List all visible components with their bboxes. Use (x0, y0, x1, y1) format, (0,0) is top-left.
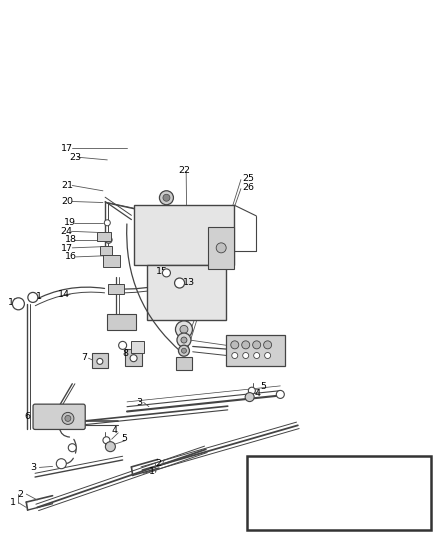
Circle shape (177, 333, 191, 347)
Circle shape (62, 413, 74, 424)
Text: 2: 2 (253, 519, 260, 528)
Bar (92, 353, 108, 368)
FancyBboxPatch shape (226, 335, 285, 366)
Text: 22: 22 (179, 166, 191, 175)
Text: 4: 4 (112, 426, 118, 435)
Circle shape (104, 220, 110, 226)
Text: 25: 25 (242, 174, 254, 183)
Text: 5: 5 (122, 434, 128, 442)
Circle shape (232, 352, 238, 359)
Circle shape (264, 341, 272, 349)
Bar (97, 232, 111, 241)
Text: 2: 2 (252, 519, 258, 528)
Text: 2: 2 (155, 459, 162, 467)
Text: 3: 3 (137, 398, 143, 407)
Circle shape (97, 358, 103, 365)
Bar (125, 349, 142, 366)
Circle shape (130, 354, 137, 362)
Text: 11: 11 (31, 293, 42, 301)
Bar (108, 284, 124, 294)
Circle shape (178, 345, 190, 356)
Text: 5: 5 (260, 382, 266, 391)
Bar (100, 246, 112, 255)
Circle shape (119, 341, 127, 350)
Text: 4: 4 (254, 389, 260, 398)
Text: 23: 23 (69, 153, 81, 161)
Text: 21: 21 (61, 181, 73, 190)
Text: 15: 15 (155, 268, 167, 276)
Circle shape (248, 387, 255, 394)
Text: 1: 1 (10, 498, 16, 507)
Text: 9: 9 (182, 335, 188, 343)
Circle shape (159, 191, 173, 205)
Circle shape (243, 352, 249, 359)
Circle shape (28, 293, 38, 302)
Bar (208, 227, 234, 269)
Circle shape (163, 194, 170, 201)
Text: 10: 10 (8, 298, 20, 307)
Text: 24: 24 (60, 227, 72, 236)
Circle shape (180, 325, 188, 334)
Text: 14: 14 (58, 290, 70, 298)
Circle shape (103, 437, 110, 444)
Circle shape (276, 390, 284, 399)
Circle shape (216, 243, 226, 253)
Text: 17: 17 (61, 244, 73, 253)
Text: 19: 19 (64, 219, 75, 227)
Text: 6: 6 (24, 413, 30, 421)
Circle shape (105, 236, 112, 244)
Circle shape (68, 443, 76, 452)
Circle shape (231, 341, 239, 349)
Text: 1: 1 (149, 467, 155, 476)
Text: 2: 2 (18, 490, 24, 498)
Bar (247, 456, 431, 530)
Text: 13: 13 (183, 278, 195, 287)
Circle shape (12, 298, 25, 310)
Text: 16: 16 (65, 253, 77, 261)
Circle shape (242, 341, 250, 349)
Text: 17: 17 (61, 144, 73, 152)
Bar (134, 205, 234, 265)
Circle shape (181, 348, 187, 353)
Bar (147, 265, 226, 320)
Bar (107, 314, 136, 330)
Circle shape (57, 459, 66, 469)
FancyBboxPatch shape (33, 404, 85, 430)
Text: 20: 20 (61, 197, 73, 206)
Circle shape (253, 341, 261, 349)
Bar (131, 341, 144, 353)
Circle shape (175, 278, 184, 288)
Text: 7: 7 (81, 353, 87, 361)
Circle shape (265, 352, 271, 359)
Text: 12: 12 (113, 284, 125, 293)
Circle shape (176, 321, 192, 338)
Bar (103, 255, 120, 266)
Text: 8: 8 (123, 349, 129, 358)
Circle shape (162, 269, 170, 277)
Circle shape (245, 393, 254, 401)
Text: 18: 18 (65, 236, 77, 244)
Text: 3: 3 (30, 463, 36, 472)
Circle shape (254, 352, 260, 359)
Circle shape (106, 442, 115, 451)
Circle shape (65, 415, 71, 422)
Text: 26: 26 (242, 183, 254, 192)
Bar (176, 357, 192, 370)
Circle shape (181, 337, 187, 343)
